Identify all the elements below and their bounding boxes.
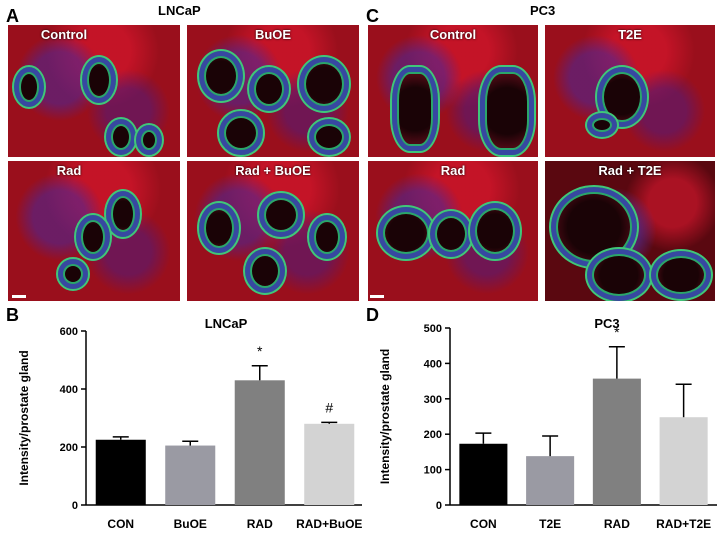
x-tick-label: RAD [604, 517, 630, 531]
gland-outline [197, 49, 245, 103]
gland-outline [243, 247, 287, 295]
micrograph-a-buoe: BuOE [187, 25, 359, 157]
scale-bar [12, 295, 26, 298]
micrograph-label: BuOE [254, 27, 292, 42]
bar [592, 378, 641, 505]
y-tick-label: 400 [60, 384, 78, 396]
x-tick-label: BuOE [174, 517, 207, 531]
micrograph-label: Rad + BuOE [235, 163, 311, 178]
gland-outline [257, 191, 305, 239]
panel-letter-b: B [6, 305, 19, 325]
micrograph-label: Rad [56, 163, 82, 178]
gland-outline [649, 249, 713, 301]
panel-letter-c: C [366, 6, 379, 26]
y-tick-label: 0 [72, 500, 78, 512]
gland-outline [12, 65, 46, 109]
micrograph-label: T2E [618, 27, 642, 42]
bar [234, 380, 285, 505]
micrograph-a-rad: Rad [8, 161, 180, 301]
x-tick-label: RAD+BuOE [296, 517, 362, 531]
x-tick-label: RAD [247, 517, 273, 531]
gland-outline [217, 109, 265, 157]
micrograph-label: Control [429, 27, 477, 42]
gland-outline [134, 123, 164, 157]
x-tick-label: RAD+T2E [656, 517, 711, 531]
significance-marker: * [614, 324, 620, 340]
gland-outline [468, 201, 522, 261]
micrograph-a-control: Control [8, 25, 180, 157]
bar [659, 417, 708, 505]
y-tick-label: 600 [60, 326, 78, 338]
panel-letter-d: D [366, 305, 379, 325]
gland-outline [428, 209, 474, 259]
gland-outline [585, 247, 653, 301]
panel-letter-a: A [6, 6, 19, 26]
bar-chart-pc3: PC3 Intensity/prostate gland 0 100 200 300 400… [378, 316, 717, 531]
y-tick-label: 500 [424, 323, 442, 335]
micrograph-a-rad-buoe: Rad + BuOE [187, 161, 359, 301]
gland-outline [197, 201, 241, 255]
y-tick-label: 100 [424, 465, 442, 477]
bar [459, 443, 508, 505]
bar [304, 423, 355, 505]
y-axis-label: Intensity/prostate gland [378, 349, 392, 484]
group-title-lncap: LNCaP [158, 3, 201, 18]
gland-outline [297, 55, 351, 113]
gland-outline [80, 55, 118, 105]
gland-outline [104, 117, 138, 157]
gland-outline [307, 213, 347, 261]
bar [165, 445, 216, 505]
group-title-pc3: PC3 [530, 3, 556, 18]
y-tick-label: 200 [424, 429, 442, 441]
scale-bar [370, 295, 384, 298]
micrograph-c-rad: Rad [368, 161, 538, 301]
gland-outline [74, 213, 112, 261]
gland-outline [585, 111, 619, 139]
micrograph-label: Control [40, 27, 88, 42]
x-tick-label: CON [107, 517, 134, 531]
x-tick-label: CON [470, 517, 497, 531]
bar [95, 439, 146, 505]
micrograph-c-control: Control [368, 25, 538, 157]
y-tick-label: 400 [424, 358, 442, 370]
y-axis-label: Intensity/prostate gland [17, 350, 31, 485]
gland-outline [56, 257, 90, 291]
micrograph-c-t2e: T2E [545, 25, 715, 157]
micrograph-label: Rad + T2E [598, 163, 662, 178]
y-tick-label: 200 [60, 442, 78, 454]
bar [526, 456, 575, 505]
chart-title: PC3 [594, 316, 619, 331]
bar-chart-lncap: LNCaP Intensity/prostate gland 0 200 400 600 C… [17, 316, 362, 531]
y-tick-label: 300 [424, 394, 442, 406]
chart-title: LNCaP [205, 316, 248, 331]
x-tick-label: T2E [539, 517, 561, 531]
gland-outline [247, 65, 291, 113]
gland-outline [390, 65, 440, 153]
significance-marker: * [257, 343, 263, 359]
y-tick-label: 0 [436, 500, 442, 512]
micrograph-c-rad-t2e: Rad + T2E [545, 161, 715, 301]
significance-marker: # [325, 399, 333, 415]
gland-outline [376, 205, 436, 261]
gland-outline [307, 117, 351, 157]
micrograph-label: Rad [440, 163, 466, 178]
gland-outline [478, 65, 536, 157]
